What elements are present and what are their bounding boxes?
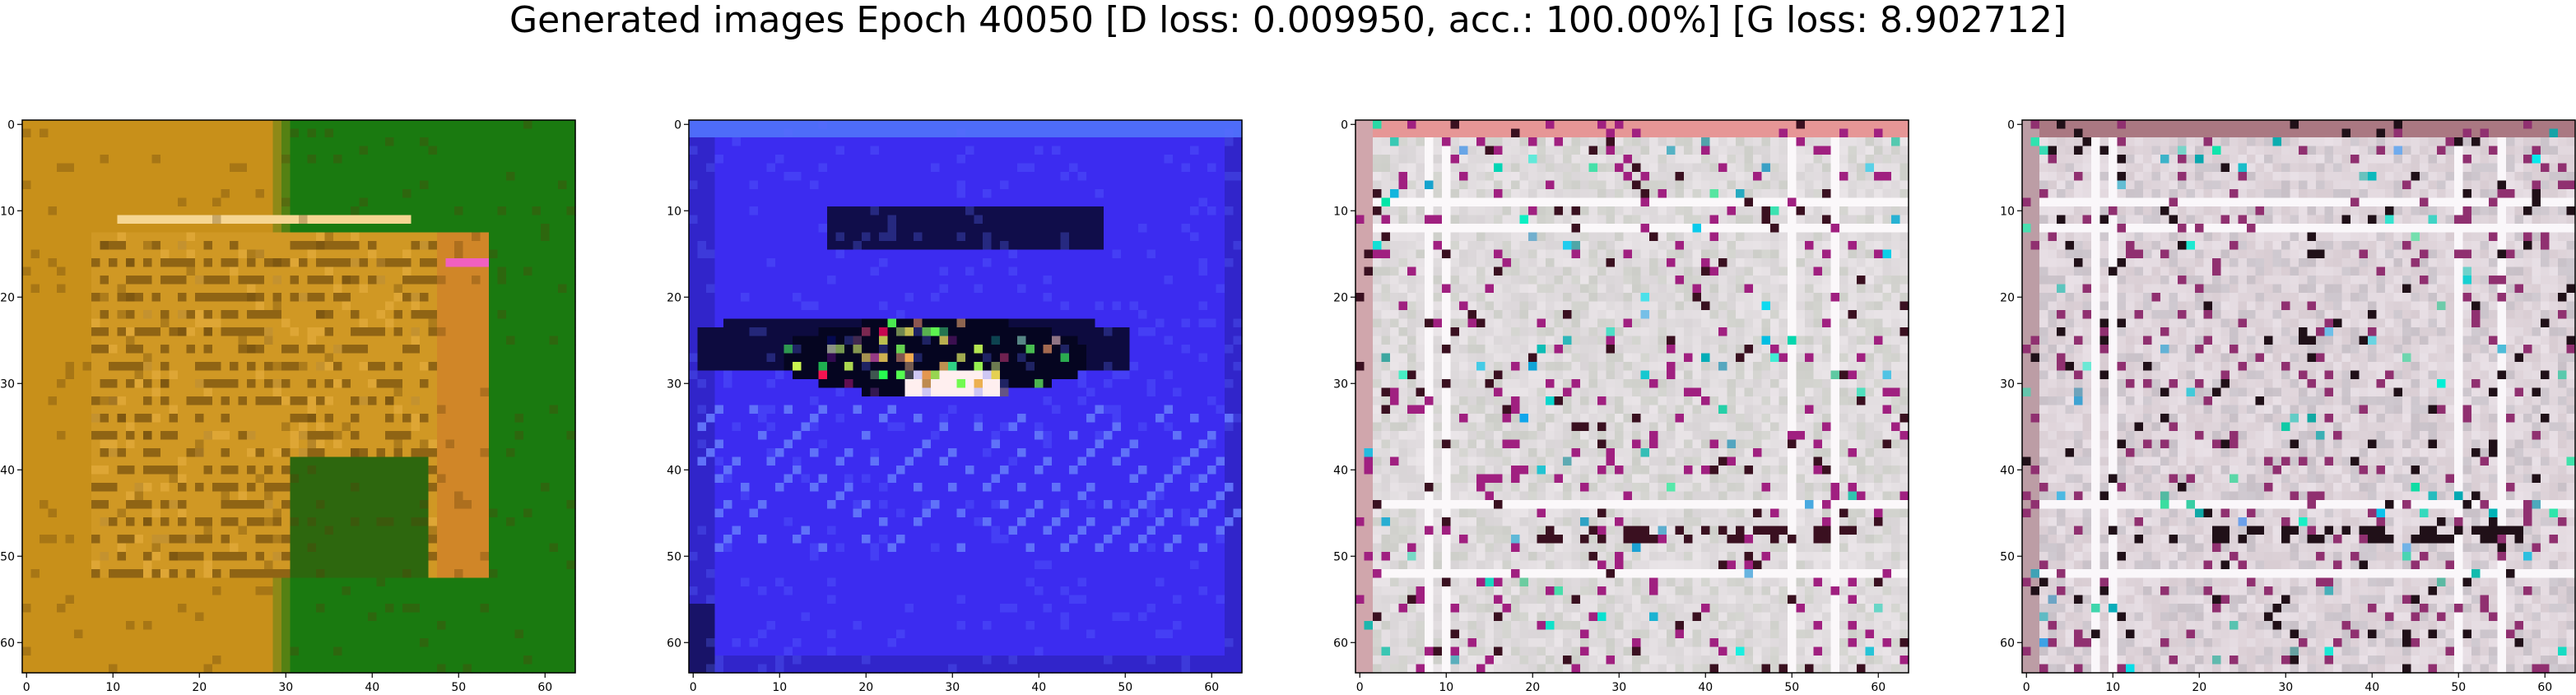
generated-image-4-xtick-label: 50 <box>2451 681 2466 694</box>
generated-image-2-xtick-label: 0 <box>690 681 697 694</box>
generated-image-2-xtick-label: 40 <box>1031 681 1046 694</box>
generated-image-2-xtick-label: 30 <box>945 681 960 694</box>
generated-image-1-ytick-label: 50 <box>0 550 15 563</box>
generated-image-4-ytick-label: 10 <box>2000 205 2015 218</box>
generated-image-3-ytick-label: 30 <box>1333 378 1348 391</box>
generated-image-2-xtick-label: 50 <box>1118 681 1132 694</box>
generated-image-3-xtick-label: 40 <box>1698 681 1713 694</box>
generated-image-1-xtick-label: 50 <box>451 681 466 694</box>
generated-image-4-xtick-label: 30 <box>2278 681 2293 694</box>
generated-image-3-ytick-label: 0 <box>1341 118 1348 132</box>
generated-image-3-ytick-label: 40 <box>1333 464 1348 477</box>
generated-image-4-ytick-label: 60 <box>2000 637 2015 650</box>
generated-image-4-ytick-label: 50 <box>2000 550 2015 563</box>
generated-image-3-xtick-label: 30 <box>1611 681 1626 694</box>
generated-image-2-ytick-label: 60 <box>667 637 681 650</box>
generated-image-4-xtick-label: 20 <box>2192 681 2206 694</box>
generated-image-4-ytick-label: 0 <box>2007 118 2015 132</box>
generated-image-1-xtick-label: 40 <box>365 681 379 694</box>
generated-image-3-ytick-label: 60 <box>1333 637 1348 650</box>
generated-image-1-xtick-label: 0 <box>23 681 30 694</box>
generated-image-1-ytick-label: 60 <box>0 637 15 650</box>
generated-image-2-xtick-label: 20 <box>858 681 873 694</box>
generated-image-1-ytick-label: 10 <box>0 205 15 218</box>
generated-image-2: 0 0 10 10 20 20 30 30 40 40 50 50 60 60 <box>667 118 1242 694</box>
generated-image-2-ytick-label: 0 <box>674 118 681 132</box>
generated-image-2-ytick-label: 10 <box>667 205 681 218</box>
generated-image-2-ytick-label: 20 <box>667 291 681 304</box>
generated-image-1-xtick-label: 20 <box>192 681 207 694</box>
generated-image-2-xtick-label: 60 <box>1204 681 1219 694</box>
generated-image-4-xtick-label: 40 <box>2364 681 2379 694</box>
generated-image-3-xtick-label: 50 <box>1784 681 1799 694</box>
generated-image-4-xtick-label: 60 <box>2537 681 2552 694</box>
generated-image-4: 0 0 10 10 20 20 30 30 40 40 50 50 60 60 <box>2000 118 2575 694</box>
generated-image-3-ytick-label: 20 <box>1333 291 1348 304</box>
generated-image-3-xtick-label: 0 <box>1356 681 1364 694</box>
generated-image-2-xtick-label: 10 <box>772 681 787 694</box>
generated-image-2-ytick-label: 40 <box>667 464 681 477</box>
generated-image-3: 0 0 10 10 20 20 30 30 40 40 50 50 60 60 <box>1333 118 1909 694</box>
generated-image-1-xtick-label: 30 <box>278 681 293 694</box>
generated-image-2-ytick-label: 30 <box>667 378 681 391</box>
generated-image-1-ytick-label: 0 <box>7 118 15 132</box>
generated-image-4-ytick-label: 20 <box>2000 291 2015 304</box>
generated-image-4-xtick-label: 0 <box>2023 681 2030 694</box>
generated-image-3-xtick-label: 10 <box>1439 681 1453 694</box>
generated-image-1-xtick-label: 60 <box>537 681 552 694</box>
generated-image-3-ytick-label: 10 <box>1333 205 1348 218</box>
generated-image-2-ytick-label: 50 <box>667 550 681 563</box>
generated-image-1-ytick-label: 30 <box>0 378 15 391</box>
generated-image-3-xtick-label: 60 <box>1871 681 1886 694</box>
generated-image-4-ytick-label: 30 <box>2000 378 2015 391</box>
generated-image-3-ytick-label: 50 <box>1333 550 1348 563</box>
generated-image-1: 0 0 10 10 20 20 30 30 40 40 50 50 60 60 <box>0 118 575 694</box>
generated-image-1-ytick-label: 40 <box>0 464 15 477</box>
generated-image-1-xtick-label: 10 <box>105 681 120 694</box>
generated-image-4-ytick-label: 40 <box>2000 464 2015 477</box>
generated-image-1-ytick-label: 20 <box>0 291 15 304</box>
generated-image-3-xtick-label: 20 <box>1525 681 1540 694</box>
generated-image-4-xtick-label: 10 <box>2105 681 2120 694</box>
